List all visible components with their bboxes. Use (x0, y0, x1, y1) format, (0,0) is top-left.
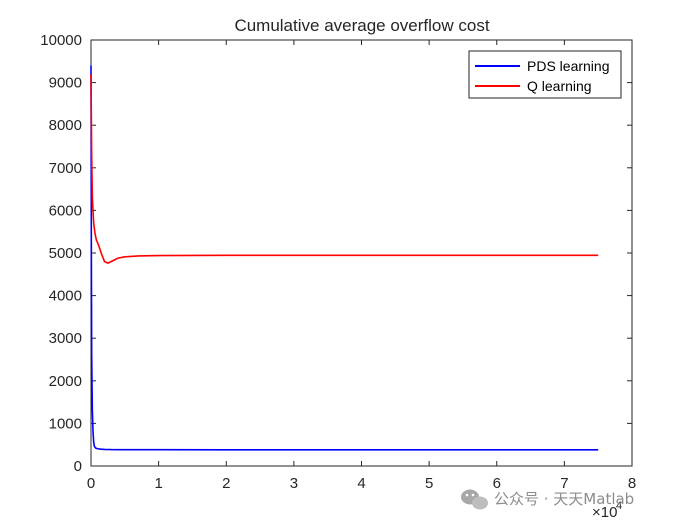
x-tick-label: 7 (560, 475, 568, 492)
y-axis: 0 1000 2000 3000 4000 5000 6000 7000 8000 9000 100… (40, 32, 632, 475)
plot-area: 0 1 2 3 4 5 6 7 8 0 1000 2000 3000 4000 5000 6000 7000 8… (40, 32, 636, 492)
y-tick-label: 2000 (49, 373, 82, 390)
legend-label-pds: PDS learning (527, 58, 610, 74)
wechat-icon (461, 489, 488, 510)
axes-box (90, 39, 633, 467)
y-tick-label: 0 (74, 458, 82, 475)
chart-title: Cumulative average overflow cost (234, 16, 489, 35)
x-tick-label: 5 (425, 475, 433, 492)
x-tick-label: 1 (154, 475, 162, 492)
x-multiplier-exponent: 4 (616, 500, 622, 512)
y-tick-label: 6000 (49, 202, 82, 219)
x-tick-label: 0 (87, 475, 95, 492)
x-axis: 0 1 2 3 4 5 6 7 8 (87, 40, 636, 492)
series-line-pds-learning (90, 65, 599, 451)
x-multiplier-base: ×10 (592, 504, 617, 521)
y-tick-label: 8000 (49, 117, 82, 134)
y-tick-label: 4000 (49, 288, 82, 305)
legend-box (468, 50, 622, 99)
x-axis-multiplier: ×10 4 (592, 500, 622, 521)
x-tick-label: 3 (290, 475, 298, 492)
y-tick-label: 10000 (40, 32, 82, 49)
x-tick-label: 6 (493, 475, 501, 492)
legend-label-q: Q learning (527, 78, 592, 94)
y-tick-label: 5000 (49, 245, 82, 262)
x-tick-label: 2 (222, 475, 230, 492)
series-line-q-learning (90, 74, 599, 265)
x-tick-label: 8 (628, 475, 636, 492)
watermark: 公众号 · 天天Matlab (461, 489, 634, 510)
x-tick-label: 4 (357, 475, 365, 492)
y-tick-label: 9000 (49, 75, 82, 92)
y-tick-label: 3000 (49, 330, 82, 347)
series-lines (90, 65, 599, 451)
watermark-text: 公众号 · 天天Matlab (494, 490, 634, 508)
y-tick-label: 7000 (49, 160, 82, 177)
legend: PDS learning Q learning (468, 50, 622, 99)
y-tick-label: 1000 (49, 415, 82, 432)
